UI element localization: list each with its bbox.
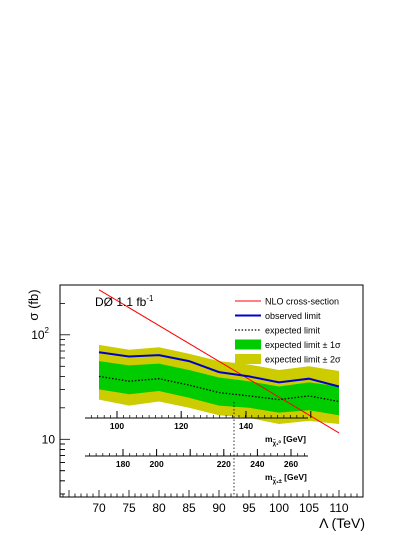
secondary-axis-title-m: m	[265, 434, 273, 444]
series-expected-limit	[98, 375, 340, 403]
secondary-tick-label: 180	[116, 459, 130, 469]
plot-frame	[59, 284, 364, 498]
series-nlo-cross-section	[98, 289, 340, 434]
secondary-tick-label: 260	[284, 459, 298, 469]
x-tick-label: 85	[182, 501, 196, 515]
secondary-axis-1: 100 120 140 mχ̃₁⁰ [GeV]	[85, 411, 312, 447]
legend: NLO cross-section observed limit expected …	[235, 297, 341, 365]
secondary-axis-title-unit: [GeV]	[281, 434, 306, 444]
x-tick-label: 105	[299, 501, 319, 515]
secondary-axis-title-sub: χ̃₁⁰	[273, 440, 282, 447]
x-tick-label: 90	[212, 501, 226, 515]
secondary-axis-title-sub: χ̃₁±	[273, 478, 283, 485]
x-axis: 70 75 80 85 90 95 100 105 110	[62, 490, 358, 515]
secondary-tick-label: 140	[239, 421, 253, 431]
band-expected-limit-pm-1sigma	[99, 361, 339, 416]
y-tick-label: 102	[31, 326, 49, 342]
lines-layer	[98, 289, 340, 434]
y-tick-base: 10	[42, 432, 56, 446]
legend-item-nlo-cross-section: NLO cross-section	[235, 297, 339, 307]
legend-item-expected-limit-pm-1sigma: expected limit ± 1σ	[235, 339, 341, 350]
legend-label: expected limit ± 1σ	[265, 340, 341, 350]
bands-layer	[99, 344, 339, 424]
legend-swatch	[235, 339, 261, 350]
x-tick-label: 80	[152, 501, 166, 515]
legend-label: expected limit	[265, 326, 321, 336]
y-axis-label: σ (fb)	[26, 289, 41, 320]
annotation-sup: -1	[146, 294, 154, 303]
y-tick-sup: 2	[45, 326, 50, 335]
legend-item-expected-limit: expected limit	[235, 326, 321, 336]
x-axis-label: Λ (TeV)	[319, 515, 365, 531]
x-tick-label: 100	[269, 501, 289, 515]
secondary-tick-label: 240	[250, 459, 264, 469]
secondary-tick-label: 220	[217, 459, 231, 469]
series-observed-limit	[98, 351, 340, 388]
x-tick-label: 70	[92, 501, 106, 515]
chart-annotation: DØ 1.1 fb-1	[95, 294, 154, 309]
secondary-axis-title-unit: [GeV]	[282, 472, 307, 482]
annotation-text: DØ 1.1 fb	[95, 295, 147, 309]
frame-layer	[59, 284, 364, 498]
secondary-axis-2: 180 200 220 240 260 mχ̃₁± [GeV]	[85, 449, 308, 485]
legend-item-expected-limit-pm-2sigma: expected limit ± 2σ	[235, 354, 341, 365]
legend-label: NLO cross-section	[265, 297, 339, 307]
x-tick-label: 95	[242, 501, 256, 515]
secondary-axis-title-m: m	[265, 472, 273, 482]
legend-label: expected limit ± 2σ	[265, 355, 341, 365]
secondary-tick-label: 100	[110, 421, 124, 431]
secondary-tick-label: 200	[150, 459, 164, 469]
secondary-axis-title: mχ̃₁± [GeV]	[265, 472, 307, 485]
legend-item-observed-limit: observed limit	[235, 311, 321, 321]
y-tick-label: 10	[42, 432, 56, 446]
y-tick-base: 10	[31, 328, 45, 342]
x-tick-label: 110	[329, 501, 348, 515]
legend-label: observed limit	[265, 311, 321, 321]
secondary-tick-label: 120	[174, 421, 188, 431]
legend-swatch	[235, 354, 261, 364]
x-tick-label: 75	[122, 501, 136, 515]
secondary-axis-title: mχ̃₁⁰ [GeV]	[265, 434, 306, 447]
